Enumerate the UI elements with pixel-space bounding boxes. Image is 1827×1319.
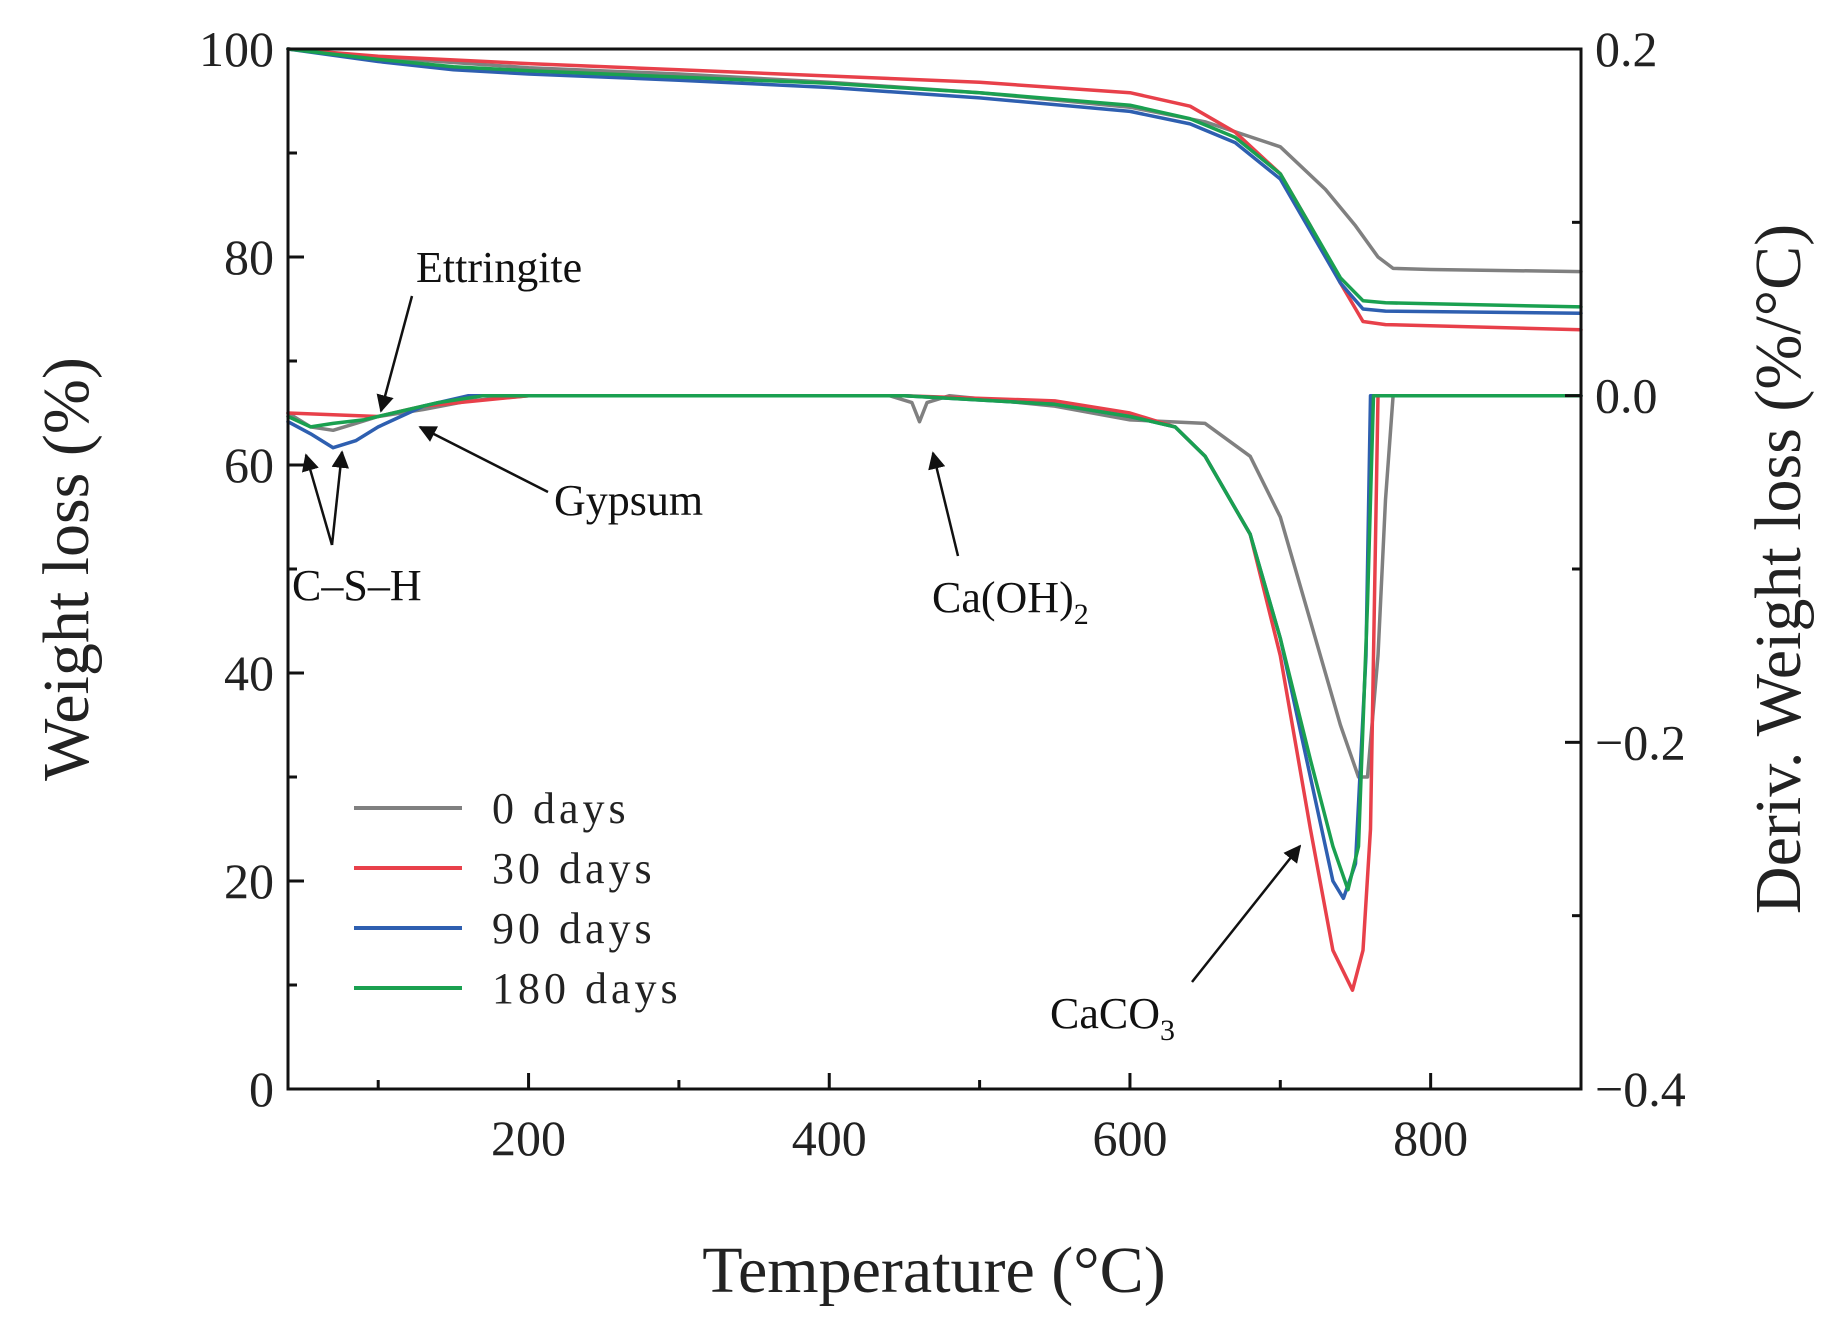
y-tick-label: 0 bbox=[249, 1061, 274, 1117]
y-tick-label: 100 bbox=[199, 21, 274, 77]
ettringite-label: Ettringite bbox=[416, 243, 582, 292]
caco3-arrow bbox=[1191, 844, 1302, 983]
tg-curve-30-days bbox=[286, 47, 1583, 332]
tg-curve-90-days bbox=[286, 47, 1583, 315]
y2-tick-label: 0.2 bbox=[1595, 21, 1658, 77]
caoh2-arrow bbox=[928, 451, 960, 557]
y-axis-title: Weight loss (%) bbox=[30, 357, 103, 781]
csh-arrow-1 bbox=[301, 453, 334, 546]
y2-tick-label: −0.2 bbox=[1595, 714, 1686, 770]
gypsum-label: Gypsum bbox=[554, 476, 703, 525]
legend: 0 days 30 days 90 days 180 days bbox=[354, 784, 682, 1013]
axis-ticks bbox=[288, 47, 1581, 1091]
y-tick-label: 40 bbox=[224, 645, 274, 701]
y-tick-label: 80 bbox=[224, 229, 274, 285]
y2-tick-label: −0.4 bbox=[1595, 1061, 1686, 1117]
y2-axis-title: Deriv. Weight loss (%/°C) bbox=[1742, 224, 1815, 914]
legend-label-30-days: 30 days bbox=[492, 844, 656, 893]
caoh2-label: Ca(OH)2 bbox=[932, 573, 1089, 631]
y-tick-label: 20 bbox=[224, 853, 274, 909]
annotations: Ettringite Gypsum C–S–H Ca(OH)2 CaCO3 bbox=[292, 243, 1302, 1047]
x-tick-label: 400 bbox=[792, 1110, 867, 1166]
dtg-curve-180-days bbox=[286, 393, 1583, 892]
gypsum-arrow bbox=[418, 425, 549, 494]
tg-curve-180-days bbox=[286, 47, 1583, 309]
y-tick-label: 60 bbox=[224, 437, 274, 493]
legend-label-0-days: 0 days bbox=[492, 784, 630, 833]
csh-label: C–S–H bbox=[292, 561, 422, 610]
plot-frame bbox=[286, 47, 1583, 1091]
x-axis-title: Temperature (°C) bbox=[702, 1234, 1165, 1307]
tg-curve-0-days bbox=[286, 47, 1583, 274]
x-tick-label: 200 bbox=[491, 1110, 566, 1166]
axis-tick-labels: 200 400 600 800 0 20 40 60 80 100 −0.4 −0.2 0.0 0.2 bbox=[199, 21, 1686, 1166]
csh-arrow-2 bbox=[330, 450, 350, 546]
legend-label-90-days: 90 days bbox=[492, 904, 656, 953]
ettringite-arrow bbox=[376, 295, 414, 413]
legend-label-180-days: 180 days bbox=[492, 964, 682, 1013]
plot-curves bbox=[286, 47, 1583, 992]
caco3-label: CaCO3 bbox=[1050, 989, 1175, 1047]
y2-tick-label: 0.0 bbox=[1595, 368, 1658, 424]
x-tick-label: 600 bbox=[1092, 1110, 1167, 1166]
x-tick-label: 800 bbox=[1393, 1110, 1468, 1166]
